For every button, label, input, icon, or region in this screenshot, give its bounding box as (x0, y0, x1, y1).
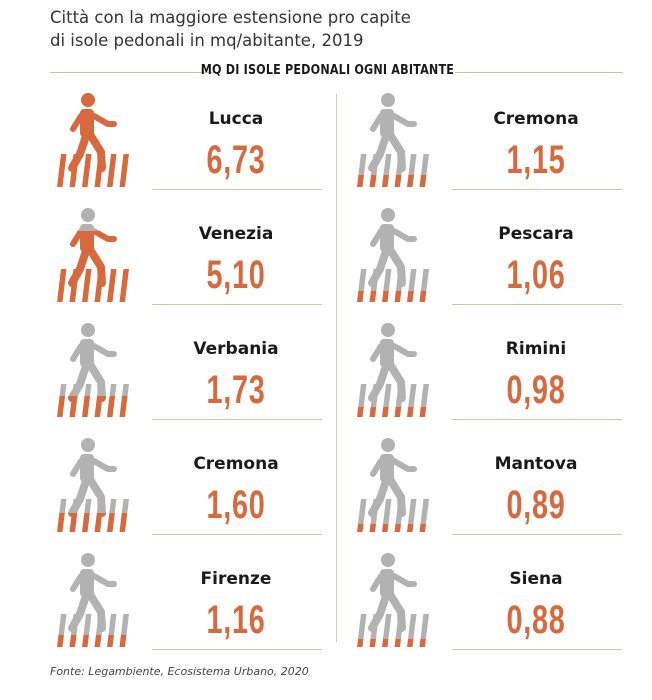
card-rule (452, 304, 622, 305)
city-value: 1,06 (506, 253, 566, 297)
crossing-icon-wrapper (350, 552, 434, 652)
city-name: Lucca (208, 109, 264, 129)
crossing-icon-wrapper (350, 437, 434, 537)
pedestrian-crossing-icon (57, 208, 129, 302)
city-value: 1,16 (206, 598, 266, 642)
city-card: Lucca 6,73 (50, 92, 322, 207)
card-rule (452, 534, 622, 535)
section-header: MQ DI ISOLE PEDONALI OGNI ABITANTE (200, 63, 455, 78)
city-name: Verbania (193, 339, 279, 359)
pedestrian-crossing-icon (357, 323, 429, 417)
crossing-icon-wrapper (350, 207, 434, 307)
city-card: Firenze 1,16 (50, 552, 322, 667)
card-rule (152, 419, 322, 420)
column-divider (336, 94, 337, 642)
city-value: 1,73 (206, 368, 266, 412)
card-rule (452, 649, 622, 650)
pedestrian-crossing-icon (57, 553, 129, 647)
header-rule-right (455, 72, 623, 73)
city-value: 1,60 (206, 483, 266, 527)
city-value: 0,88 (506, 598, 566, 642)
city-name: Cremona (193, 454, 279, 474)
city-card: Venezia 5,10 (50, 207, 322, 322)
city-name: Mantova (494, 454, 578, 474)
source-note: Fonte: Legambiente, Ecosistema Urbano, 2… (50, 665, 309, 678)
crossing-icon-wrapper (50, 92, 134, 192)
city-value: 6,73 (206, 138, 266, 182)
header-rule-left (50, 72, 218, 73)
crossing-icon-wrapper (50, 552, 134, 652)
city-name: Venezia (198, 224, 274, 244)
city-value: 1,15 (506, 138, 566, 182)
pedestrian-crossing-icon (357, 553, 429, 647)
crossing-icon-wrapper (350, 322, 434, 422)
crossing-icon-wrapper (50, 437, 134, 537)
card-rule (452, 419, 622, 420)
title-line-1: Città con la maggiore estensione pro cap… (50, 8, 411, 27)
title-line-2: di isole pedonali in mq/abitante, 2019 (50, 31, 364, 50)
pedestrian-crossing-icon (357, 438, 429, 532)
pedestrian-crossing-icon (57, 93, 129, 187)
pedestrian-crossing-icon (357, 93, 429, 187)
city-card: Cremona 1,60 (50, 437, 322, 552)
city-card: Siena 0,88 (350, 552, 622, 667)
pedestrian-crossing-icon (357, 208, 429, 302)
city-name: Pescara (498, 224, 574, 244)
city-card: Rimini 0,98 (350, 322, 622, 437)
card-rule (152, 189, 322, 190)
city-card: Cremona 1,15 (350, 92, 622, 207)
city-card: Verbania 1,73 (50, 322, 322, 437)
city-card: Pescara 1,06 (350, 207, 622, 322)
card-rule (452, 189, 622, 190)
crossing-icon-wrapper (350, 92, 434, 192)
city-name: Firenze (200, 569, 272, 589)
city-card: Mantova 0,89 (350, 437, 622, 552)
crossing-icon-wrapper (50, 207, 134, 307)
city-name: Siena (509, 569, 563, 589)
card-rule (152, 649, 322, 650)
city-name: Rimini (505, 339, 567, 359)
chart-title: Città con la maggiore estensione pro cap… (50, 6, 470, 52)
city-value: 5,10 (206, 253, 266, 297)
city-value: 0,98 (506, 368, 566, 412)
pedestrian-crossing-icon (57, 323, 129, 417)
city-name: Cremona (493, 109, 579, 129)
card-rule (152, 534, 322, 535)
pedestrian-crossing-icon (57, 438, 129, 532)
crossing-icon-wrapper (50, 322, 134, 422)
city-value: 0,89 (506, 483, 566, 527)
card-rule (152, 304, 322, 305)
